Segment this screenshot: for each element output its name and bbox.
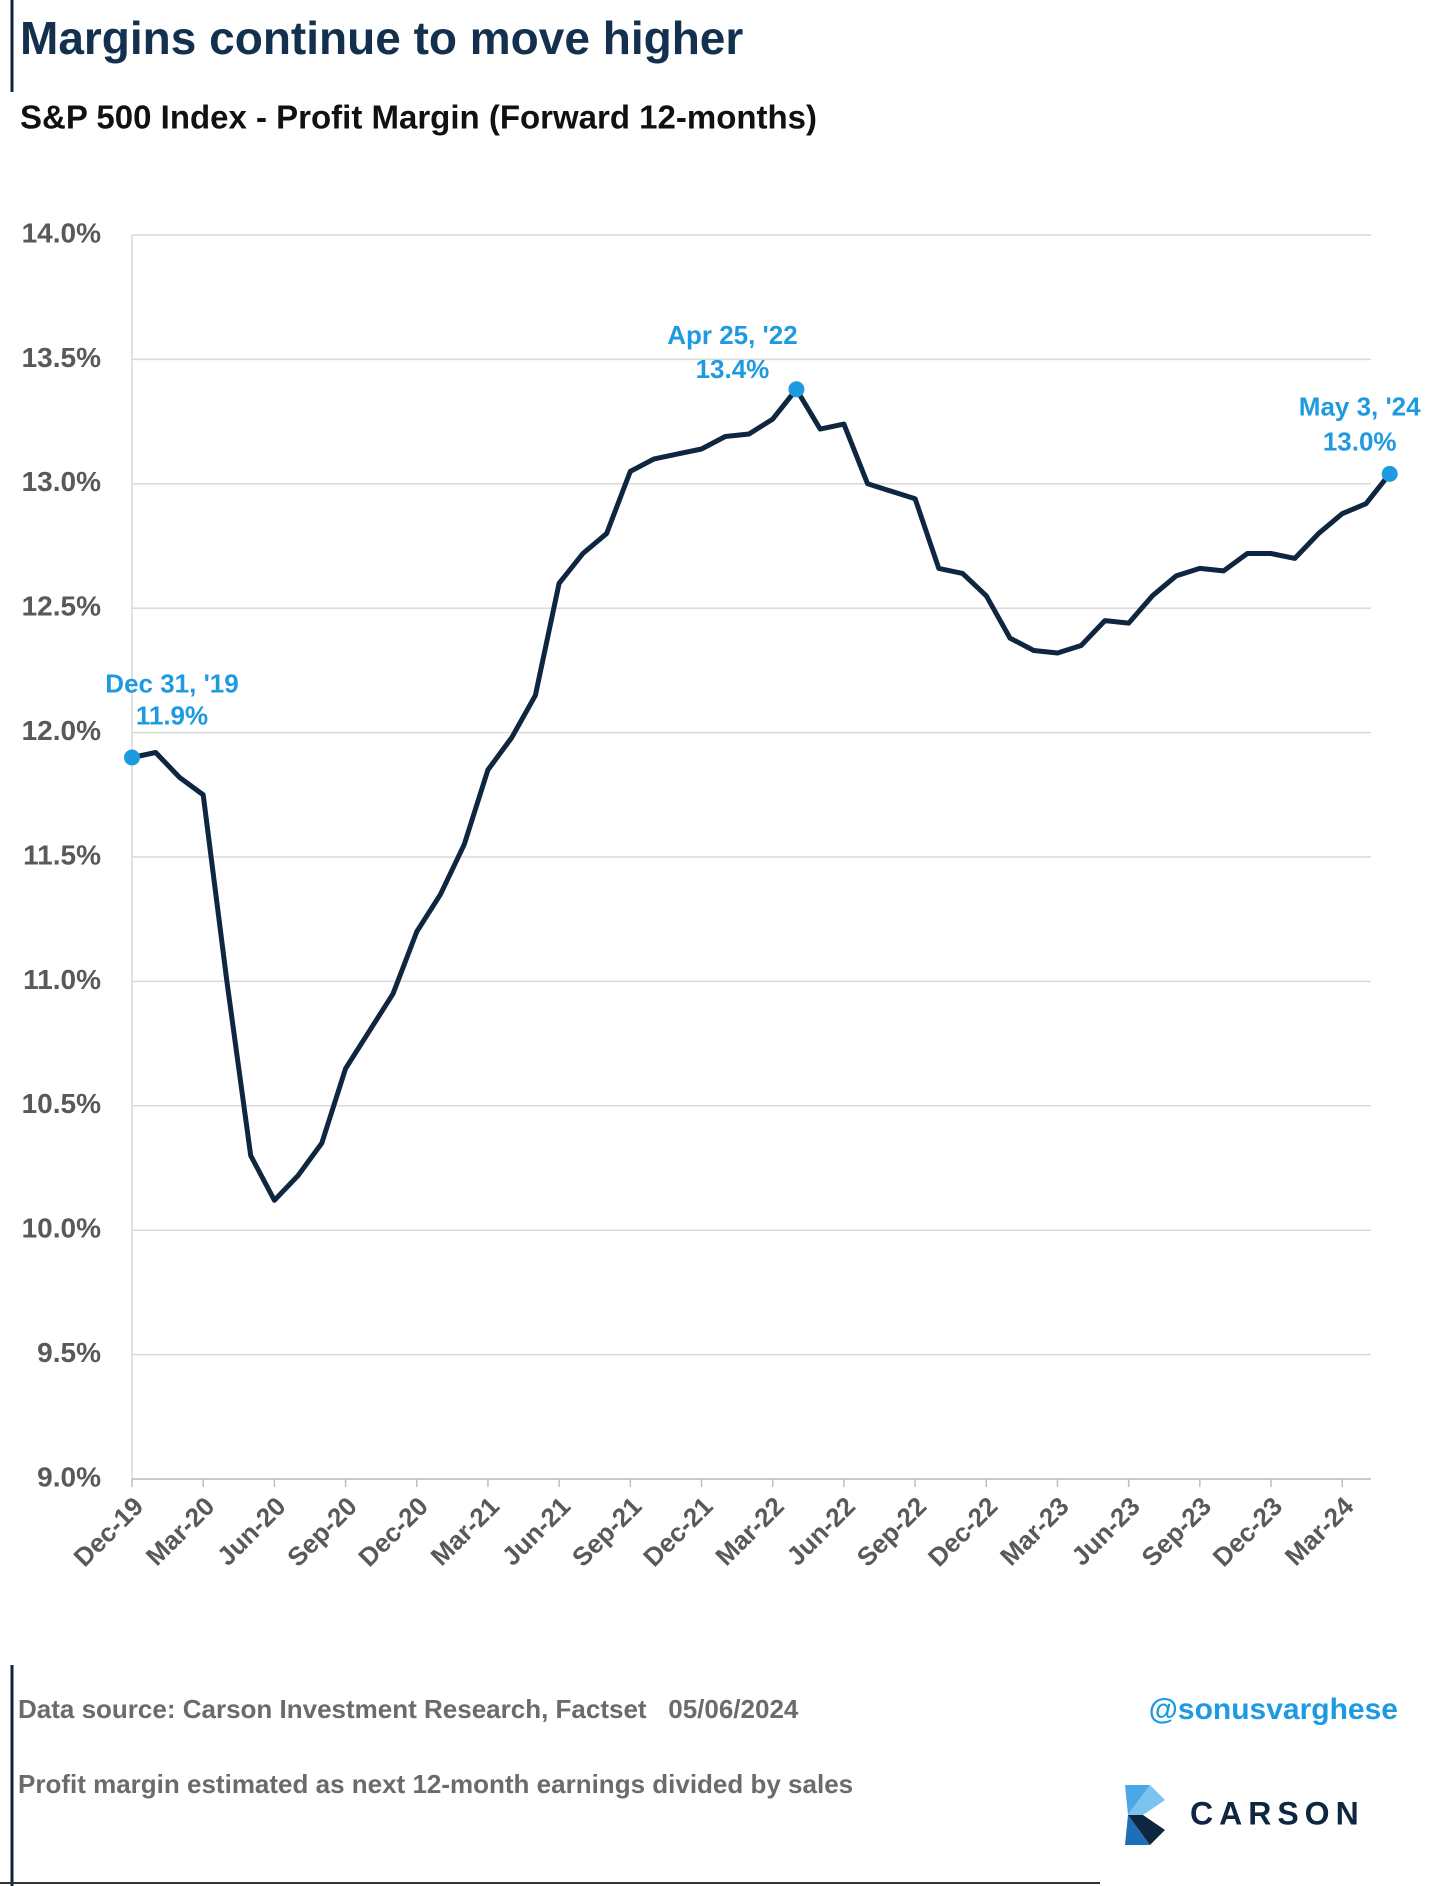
annotation-value: 13.0% xyxy=(1323,427,1397,457)
annotation-value: 11.9% xyxy=(136,700,208,730)
annotation-dot xyxy=(788,381,805,398)
y-tick-label: 10.0% xyxy=(22,1213,101,1244)
y-tick-label: 13.5% xyxy=(22,342,101,373)
y-tick-label: 14.0% xyxy=(22,217,101,248)
chart-subtitle: S&P 500 Index - Profit Margin (Forward 1… xyxy=(20,99,817,136)
logo-text: CARSON xyxy=(1190,1795,1365,1831)
y-tick-label: 9.0% xyxy=(37,1461,101,1492)
y-tick-label: 10.5% xyxy=(22,1088,101,1119)
annotation-label: Apr 25, '22 xyxy=(667,320,797,350)
y-tick-label: 11.0% xyxy=(23,964,101,995)
annotation-dot xyxy=(124,749,140,766)
source: Data source: Carson Investment Research,… xyxy=(18,1694,799,1724)
annotation-label: May 3, '24 xyxy=(1299,392,1421,422)
annotation-dot xyxy=(1381,465,1398,482)
y-tick-label: 12.5% xyxy=(22,591,101,622)
y-tick-label: 12.0% xyxy=(22,715,101,746)
annotation-label: Dec 31, '19 xyxy=(105,668,238,698)
logo-mark xyxy=(1125,1785,1165,1845)
chart-title: Margins continue to move higher xyxy=(20,12,743,64)
series-line xyxy=(131,386,1392,1203)
y-tick-label: 9.5% xyxy=(37,1337,101,1368)
note: Profit margin estimated as next 12-month… xyxy=(18,1769,853,1799)
y-tick-label: 11.5% xyxy=(23,839,101,870)
annotation-value: 13.4% xyxy=(696,354,770,384)
handle: @sonusvarghese xyxy=(1149,1693,1398,1726)
y-tick-label: 13.0% xyxy=(22,466,101,497)
